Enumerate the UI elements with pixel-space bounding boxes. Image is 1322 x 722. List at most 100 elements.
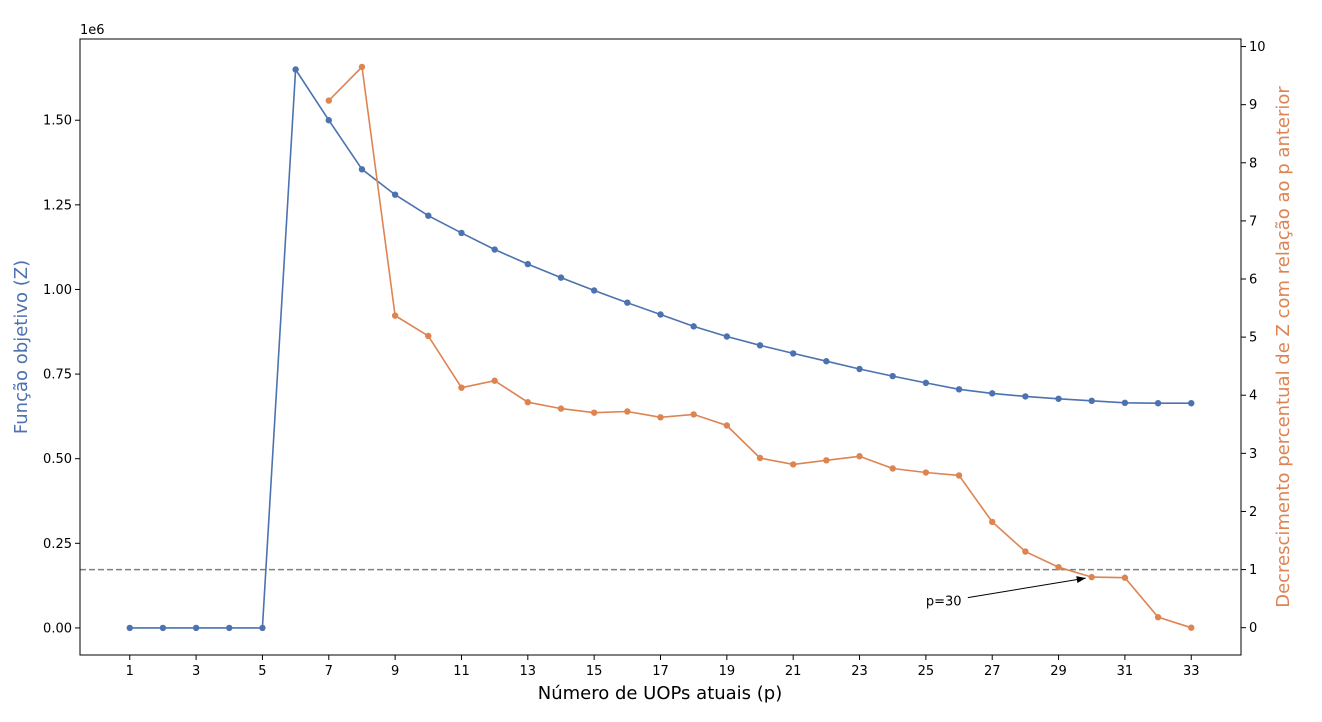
- x-axis-title: Número de UOPs atuais (p): [538, 683, 783, 704]
- left-axis-title: Função objetivo (Z): [11, 260, 32, 434]
- x-tick-label: 3: [192, 664, 200, 679]
- right-y-tick-label: 1: [1249, 563, 1257, 578]
- data-point-decrease: [955, 472, 963, 479]
- data-point-objective: [690, 323, 697, 330]
- annotation-label: p=30: [926, 595, 962, 610]
- data-point-decrease: [425, 332, 432, 340]
- left-y-tick-label: 0.00: [43, 621, 72, 636]
- data-point-objective: [524, 260, 532, 268]
- data-point-objective: [1055, 395, 1062, 402]
- data-point-decrease: [690, 411, 697, 418]
- x-tick-label: 1: [126, 664, 134, 679]
- data-point-objective: [1121, 399, 1129, 407]
- data-point-decrease: [1088, 573, 1095, 581]
- data-point-objective: [789, 350, 797, 357]
- right-y-tick-label: 3: [1249, 447, 1257, 462]
- data-point-objective: [1022, 393, 1029, 400]
- data-point-decrease: [889, 465, 896, 472]
- left-y-tick-label: 1.00: [43, 283, 72, 298]
- right-y-tick-label: 9: [1249, 98, 1257, 113]
- series-line-objective: [129, 67, 1192, 629]
- annotation-arrow: [967, 577, 1086, 599]
- data-point-decrease: [922, 469, 930, 476]
- right-y-tick-label: 6: [1249, 273, 1257, 288]
- left-y-tick-label: 1.25: [43, 198, 72, 213]
- data-point-decrease: [823, 457, 830, 464]
- data-point-decrease: [789, 461, 797, 468]
- data-point-objective: [856, 365, 863, 373]
- annotation-arrowhead: [1076, 576, 1086, 584]
- data-point-objective: [889, 372, 896, 380]
- data-point-decrease: [557, 405, 565, 412]
- data-point-objective: [425, 212, 432, 219]
- data-point-decrease: [1188, 624, 1195, 631]
- x-tick-label: 5: [258, 664, 266, 679]
- data-point-objective: [259, 624, 266, 632]
- right-y-tick-label: 2: [1249, 505, 1257, 520]
- data-point-decrease: [524, 399, 532, 406]
- data-point-decrease: [325, 97, 332, 104]
- right-y-tick-label: 10: [1249, 40, 1266, 55]
- data-point-objective: [358, 166, 366, 173]
- left-y-tick-label: 0.75: [43, 368, 72, 383]
- data-point-objective: [1188, 399, 1195, 407]
- data-point-objective: [126, 624, 133, 632]
- data-point-decrease: [723, 422, 731, 429]
- x-tick-label: 17: [652, 664, 669, 679]
- data-point-objective: [590, 287, 598, 294]
- x-tick-label: 25: [918, 664, 935, 679]
- data-point-objective: [1154, 399, 1162, 407]
- left-axis-offset-label: 1e6: [80, 23, 105, 38]
- data-point-objective: [922, 379, 930, 387]
- data-point-objective: [292, 66, 299, 73]
- left-y-tick-label: 0.50: [43, 452, 72, 467]
- x-tick-label: 27: [984, 664, 1001, 679]
- data-point-objective: [989, 390, 996, 397]
- data-point-decrease: [856, 453, 863, 460]
- left-y-tick-label: 0.25: [43, 537, 72, 552]
- data-point-decrease: [491, 377, 498, 384]
- data-point-decrease: [756, 454, 764, 462]
- x-tick-label: 21: [785, 664, 802, 679]
- x-tick-label: 11: [453, 664, 470, 679]
- data-point-decrease: [989, 518, 996, 526]
- data-point-objective: [823, 358, 830, 365]
- data-point-decrease: [1154, 614, 1162, 621]
- data-point-objective: [657, 311, 664, 318]
- x-tick-label: 33: [1183, 664, 1200, 679]
- x-tick-label: 23: [851, 664, 868, 679]
- right-y-tick-label: 8: [1249, 156, 1257, 171]
- right-y-tick-label: 5: [1249, 331, 1257, 346]
- data-point-objective: [391, 191, 399, 198]
- data-point-objective: [192, 624, 200, 632]
- data-point-objective: [226, 624, 233, 632]
- x-tick-label: 19: [719, 664, 736, 679]
- data-point-objective: [756, 342, 764, 349]
- x-tick-label: 9: [391, 664, 399, 679]
- x-tick-label: 31: [1117, 664, 1134, 679]
- right-axis-title: Decrescimento percentual de Z com relaçã…: [1273, 86, 1294, 608]
- right-y-tick-label: 7: [1249, 214, 1257, 229]
- data-point-decrease: [458, 384, 465, 391]
- x-tick-label: 15: [586, 664, 603, 679]
- left-y-tick-label: 1.50: [43, 114, 72, 129]
- data-point-decrease: [1055, 564, 1062, 571]
- data-point-decrease: [358, 63, 366, 71]
- data-point-objective: [491, 246, 498, 253]
- x-tick-label: 13: [520, 664, 537, 679]
- x-tick-label: 29: [1050, 664, 1067, 679]
- data-point-objective: [557, 274, 565, 281]
- data-point-objective: [955, 386, 963, 393]
- data-point-objective: [458, 229, 465, 237]
- data-point-objective: [325, 117, 332, 124]
- data-point-decrease: [391, 312, 399, 319]
- data-point-decrease: [1022, 548, 1029, 555]
- data-point-decrease: [1121, 574, 1129, 581]
- data-point-decrease: [657, 414, 664, 421]
- data-point-objective: [159, 624, 167, 632]
- data-point-objective: [1088, 397, 1095, 405]
- data-point-objective: [624, 299, 631, 306]
- data-point-decrease: [624, 408, 631, 415]
- right-y-tick-label: 4: [1249, 389, 1257, 404]
- x-tick-label: 7: [325, 664, 333, 679]
